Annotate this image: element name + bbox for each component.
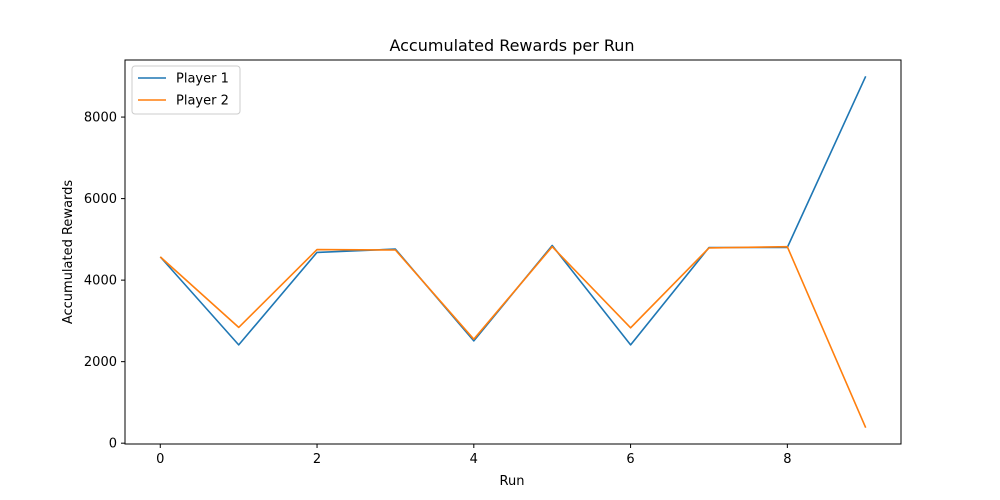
chart-title: Accumulated Rewards per Run <box>389 36 634 55</box>
y-axis-label: Accumulated Rewards <box>61 180 76 325</box>
x-tick-label: 4 <box>470 452 478 467</box>
y-tick-label: 2000 <box>84 355 117 370</box>
y-axis: 0 2000 4000 6000 8000 <box>84 111 125 452</box>
x-tick-label: 6 <box>626 452 634 467</box>
series-line-player-2 <box>159 245 867 429</box>
y-tick-label: 8000 <box>84 111 117 126</box>
legend: Player 1 Player 2 <box>131 65 241 115</box>
x-tick-label: 2 <box>313 452 321 467</box>
y-tick-label: 4000 <box>84 274 117 289</box>
x-axis-label: Run <box>500 474 525 489</box>
y-tick-label: 0 <box>109 437 117 452</box>
axes-frame <box>124 59 902 445</box>
legend-label: Player 2 <box>176 94 229 109</box>
plot-area <box>159 75 867 429</box>
x-axis: 0 2 4 6 8 <box>156 444 791 467</box>
legend-label: Player 1 <box>176 72 229 87</box>
y-tick-label: 6000 <box>84 192 117 207</box>
x-tick-label: 0 <box>156 452 164 467</box>
x-tick-label: 8 <box>783 452 791 467</box>
